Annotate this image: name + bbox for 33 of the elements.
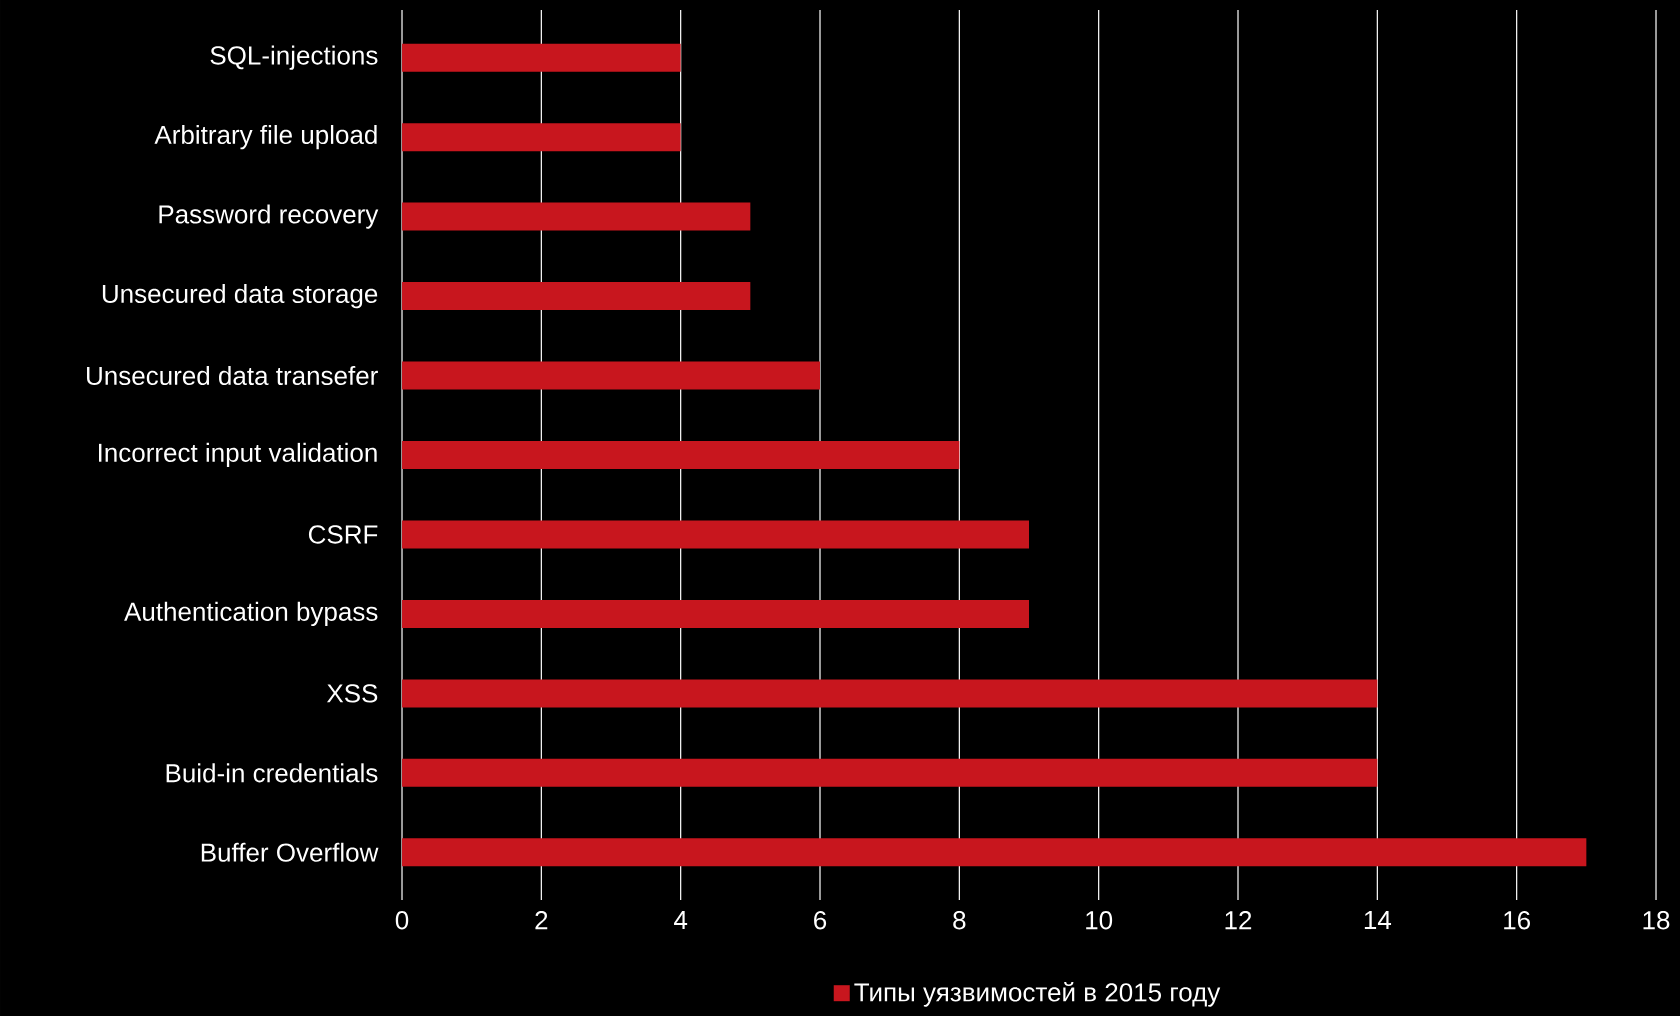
y-tick-label: Buffer Overflow [201, 842, 379, 862]
y-tick-label: CSRF [308, 525, 378, 544]
y-tick-label: Buid-in credentials [166, 763, 378, 783]
x-tick-label: 6 [814, 911, 827, 930]
x-tick-label: 10 [1086, 911, 1113, 930]
y-tick-label: Arbitrary file upload [154, 125, 377, 150]
x-tick-label: 0 [395, 911, 409, 930]
x-tick-label: 2 [535, 911, 548, 930]
bar [402, 599, 1030, 628]
y-tick-label: SQL-injections [210, 45, 378, 70]
bar [402, 123, 681, 152]
y-tick-label: Password recovery [159, 204, 379, 229]
bar [402, 202, 751, 231]
x-tick-label: 4 [674, 911, 688, 929]
bar [402, 679, 1378, 708]
y-tick-label: XSS [326, 684, 378, 703]
bar [402, 282, 751, 311]
x-tick-label: 14 [1364, 911, 1392, 929]
y-tick-label: Unsecured data storage [102, 283, 378, 309]
x-tick-label: 16 [1504, 911, 1530, 930]
bar [402, 758, 1378, 787]
y-tick-label: Unsecured data transefer [87, 365, 378, 386]
y-tick-label: Incorrect input validation [99, 442, 377, 468]
legend-label: Типы уязвимостей в 2015 году [854, 982, 1221, 1007]
x-tick-label: 8 [953, 911, 966, 930]
x-tick-label: 18 [1643, 911, 1670, 930]
bar [402, 43, 681, 72]
x-tick-label: 12 [1225, 911, 1252, 930]
y-tick-label: Authentication bypass [124, 601, 378, 627]
bar [402, 440, 960, 469]
bar [402, 361, 820, 390]
bar [402, 520, 1030, 549]
bar [402, 838, 1587, 867]
